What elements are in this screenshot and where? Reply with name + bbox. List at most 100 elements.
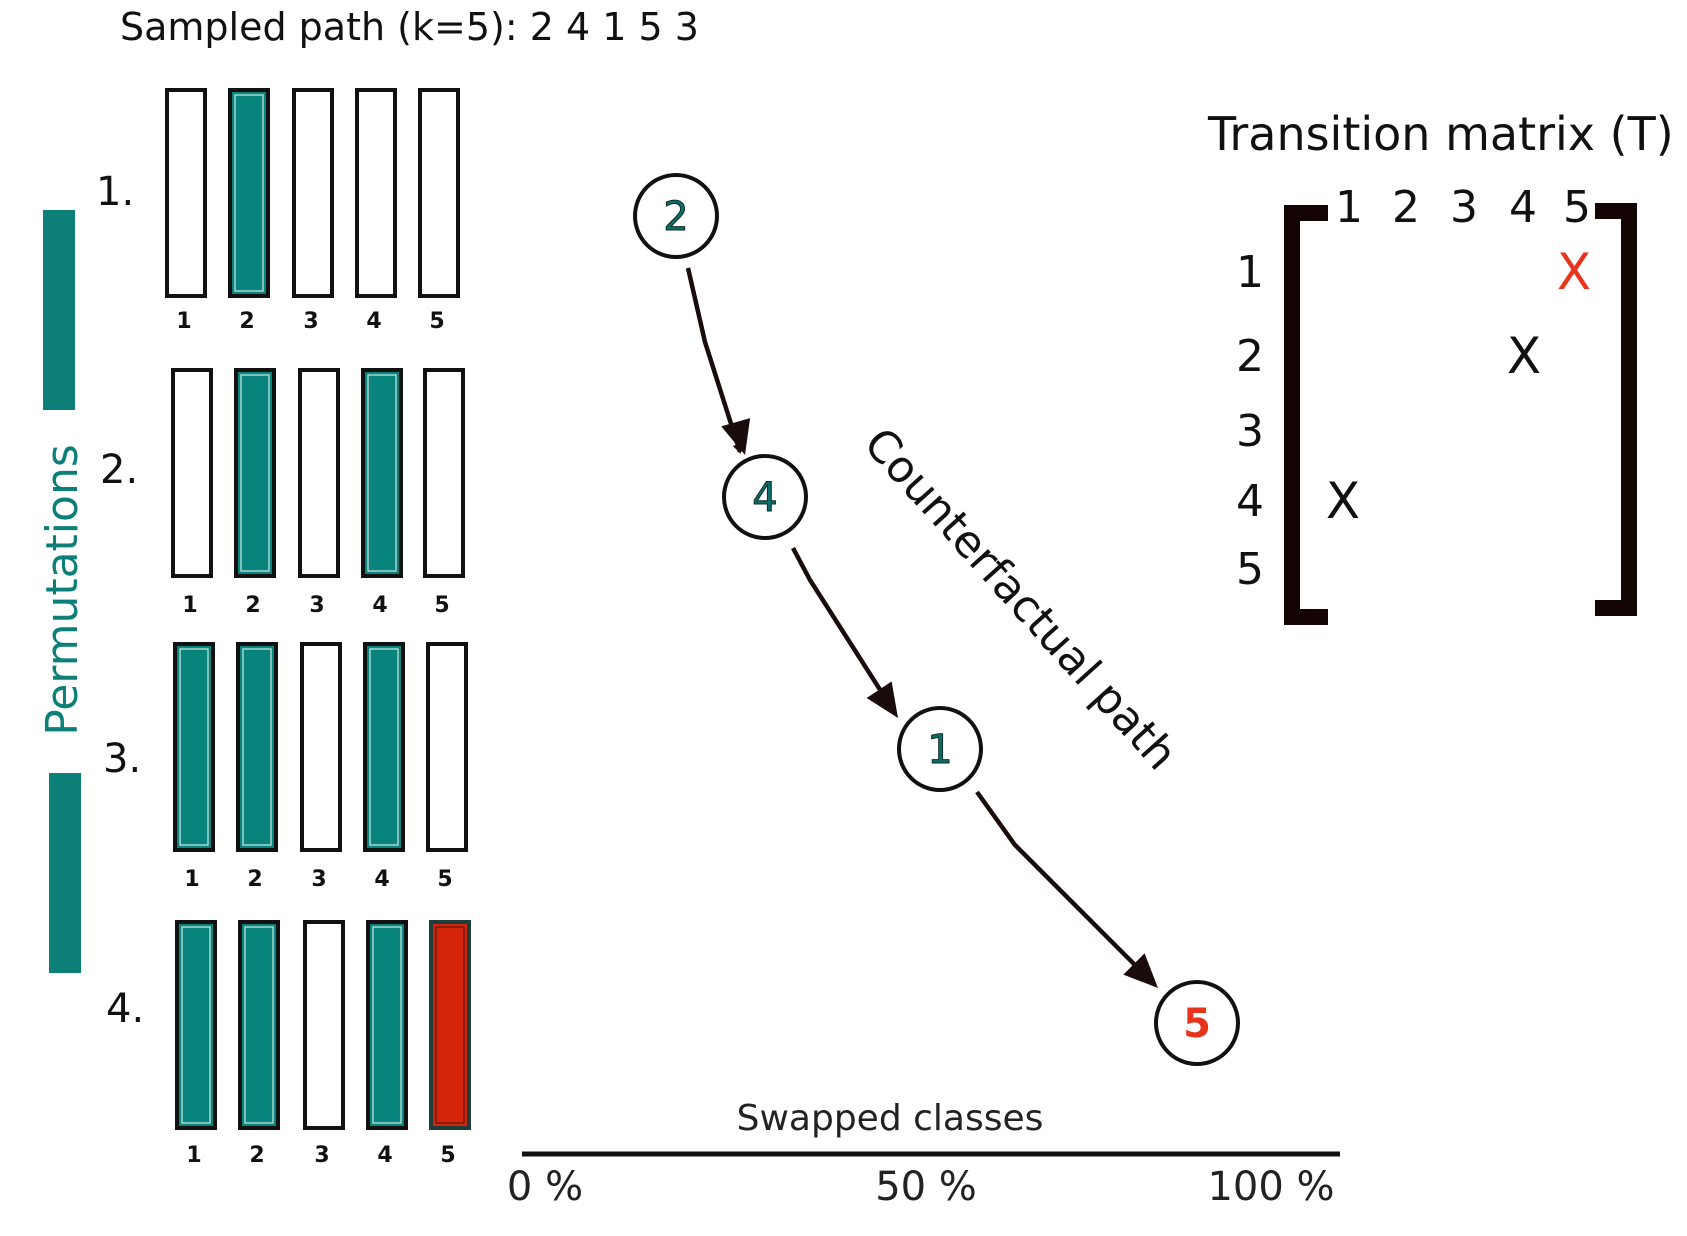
matrix-row-label: 3 bbox=[1236, 406, 1264, 457]
path-node-label: 2 bbox=[663, 194, 688, 240]
class-bar-empty bbox=[165, 88, 207, 298]
permutation-row: 4. 1 2 3 4 5 bbox=[106, 920, 471, 1168]
path-node-label: 5 bbox=[1183, 1001, 1211, 1047]
path-arrowhead bbox=[721, 418, 751, 455]
axis-tick-label: 0 % bbox=[507, 1164, 583, 1210]
class-bar-number: 1 bbox=[186, 1143, 201, 1168]
class-bar-inner-outline bbox=[179, 648, 209, 846]
counterfactual-path: 2 4 1 5 bbox=[633, 173, 1240, 1066]
axis-tick-labels: 0 % 50 % 100 % bbox=[507, 1164, 1335, 1210]
class-bar-filled bbox=[234, 368, 276, 578]
permutation-row-label: 2. bbox=[100, 447, 138, 493]
class-bar-number: 2 bbox=[245, 593, 260, 618]
class-bar-number: 2 bbox=[247, 867, 262, 892]
path-arrow bbox=[791, 546, 895, 712]
class-bar-filled bbox=[366, 920, 408, 1130]
matrix-mark-highlight: X bbox=[1557, 243, 1591, 301]
path-node bbox=[897, 706, 983, 792]
permutations-sidebar-bar-bottom bbox=[49, 773, 81, 973]
axis-title: Swapped classes bbox=[737, 1098, 1044, 1139]
matrix-column-label: 2 bbox=[1392, 182, 1420, 233]
class-bar-inner-outline bbox=[181, 926, 211, 1124]
class-bar-inner-outline bbox=[435, 926, 465, 1124]
matrix-left-bracket bbox=[1284, 205, 1328, 625]
class-bar-number: 1 bbox=[184, 867, 199, 892]
class-bar-empty bbox=[298, 368, 340, 578]
class-bar-empty bbox=[300, 642, 342, 852]
class-bar-inner-outline bbox=[372, 926, 402, 1124]
matrix-row-label: 5 bbox=[1236, 544, 1264, 595]
class-bar-number: 5 bbox=[437, 867, 452, 892]
class-bar-inner-outline bbox=[244, 926, 274, 1124]
permutation-row-label: 4. bbox=[106, 986, 144, 1032]
diagram-title: Sampled path (k=5): 2 4 1 5 3 bbox=[120, 5, 699, 49]
class-bar-number: 5 bbox=[440, 1143, 455, 1168]
matrix-row-label: 2 bbox=[1236, 331, 1264, 382]
axis-tick-label: 50 % bbox=[875, 1164, 977, 1210]
class-bar-number: 4 bbox=[366, 309, 381, 334]
path-node-label: 4 bbox=[752, 475, 777, 521]
matrix-title: Transition matrix (T) bbox=[1207, 107, 1674, 161]
permutation-row-label: 3. bbox=[103, 736, 141, 782]
counterfactual-path-label: Counterfactual path bbox=[854, 418, 1187, 780]
class-bar-inner-outline bbox=[242, 648, 272, 846]
class-bar-empty bbox=[171, 368, 213, 578]
class-bar-filled bbox=[175, 920, 217, 1130]
permutations-label: Permutations bbox=[37, 444, 88, 736]
path-node bbox=[722, 454, 808, 540]
class-bar-inner-outline bbox=[240, 374, 270, 572]
class-bar-filled bbox=[363, 642, 405, 852]
class-bar-number: 3 bbox=[309, 593, 324, 618]
matrix-mark: X bbox=[1507, 327, 1541, 385]
path-arrow bbox=[975, 790, 1152, 982]
matrix-column-label: 1 bbox=[1335, 182, 1363, 233]
path-node bbox=[633, 173, 719, 259]
class-bar-empty bbox=[303, 920, 345, 1130]
class-bar-number: 5 bbox=[434, 593, 449, 618]
class-bar-inner-outline bbox=[367, 374, 397, 572]
axis-tick-label: 100 % bbox=[1207, 1164, 1334, 1210]
class-bar-number: 4 bbox=[377, 1143, 392, 1168]
class-bar-number: 1 bbox=[182, 593, 197, 618]
class-bar-inner-outline bbox=[234, 94, 264, 292]
permutation-row: 2. 1 2 3 4 5 bbox=[100, 368, 465, 618]
matrix-mark: X bbox=[1326, 472, 1360, 530]
class-bar-number: 3 bbox=[311, 867, 326, 892]
path-node-label: 1 bbox=[927, 727, 952, 773]
class-bar-number: 4 bbox=[372, 593, 387, 618]
class-bar-number: 3 bbox=[314, 1143, 329, 1168]
permutations-sidebar-bar-top bbox=[43, 210, 75, 410]
matrix-right-bracket bbox=[1595, 203, 1637, 616]
matrix-row-label: 4 bbox=[1236, 476, 1264, 527]
permutation-row: 1. 1 2 3 4 5 bbox=[96, 88, 460, 334]
matrix-column-label: 3 bbox=[1450, 182, 1478, 233]
class-bar-empty bbox=[423, 368, 465, 578]
class-bar-number: 1 bbox=[176, 309, 191, 334]
class-bar-number: 3 bbox=[303, 309, 318, 334]
class-bar-filled bbox=[236, 642, 278, 852]
path-arrowhead bbox=[1123, 953, 1158, 988]
class-bar-number: 2 bbox=[249, 1143, 264, 1168]
class-bar-number: 5 bbox=[429, 309, 444, 334]
class-bar-number: 2 bbox=[239, 309, 254, 334]
class-bar-number: 4 bbox=[374, 867, 389, 892]
permutation-row-label: 1. bbox=[96, 169, 134, 215]
path-arrow bbox=[685, 267, 743, 454]
matrix-row-label: 1 bbox=[1236, 247, 1264, 298]
permutation-rows: 1. 1 2 3 4 5 2. 1 2 3 4 5 3. 1 2 3 4 5 4. 1 2 3 4 5 bbox=[96, 88, 471, 1168]
class-bar-filled bbox=[361, 368, 403, 578]
class-bar-empty bbox=[355, 88, 397, 298]
matrix-column-label: 5 bbox=[1563, 182, 1591, 233]
path-arrowhead bbox=[866, 681, 898, 718]
class-bar-filled bbox=[228, 88, 270, 298]
class-bar-empty bbox=[418, 88, 460, 298]
permutation-row: 3. 1 2 3 4 5 bbox=[103, 642, 468, 892]
class-bar-swapped bbox=[429, 920, 471, 1130]
class-bar-filled bbox=[173, 642, 215, 852]
class-bar-empty bbox=[426, 642, 468, 852]
class-bar-inner-outline bbox=[369, 648, 399, 846]
matrix-column-label: 4 bbox=[1509, 182, 1537, 233]
class-bar-empty bbox=[292, 88, 334, 298]
